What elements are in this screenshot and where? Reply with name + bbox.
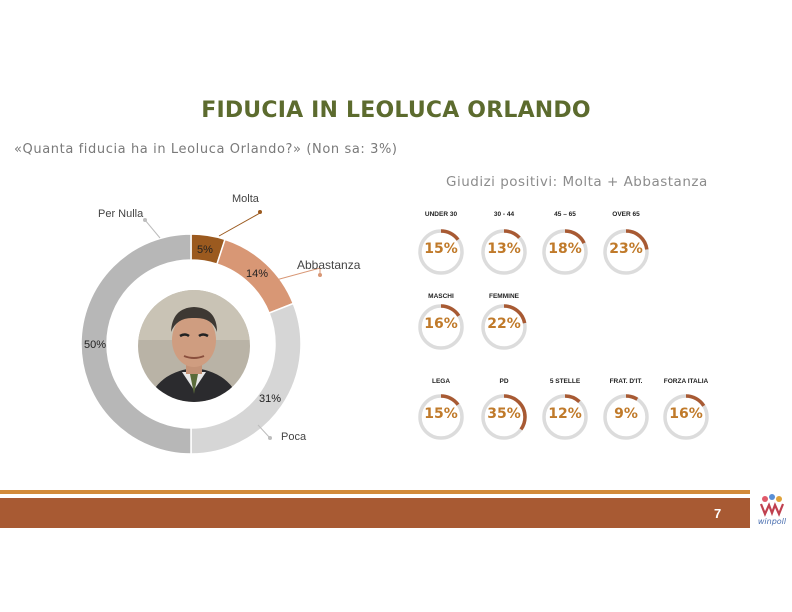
page-title: FIDUCIA IN LEOLUCA ORLANDO xyxy=(201,98,591,123)
gauge-fill-arc xyxy=(481,304,527,350)
leader-dot xyxy=(258,210,262,214)
leader-line xyxy=(218,212,261,237)
donut-value-label: 5% xyxy=(197,244,213,256)
gauge-fill-arc xyxy=(481,229,527,275)
gauge: 12% xyxy=(540,392,590,442)
donut-category-label: Per Nulla xyxy=(98,208,144,220)
gauge: 15% xyxy=(416,392,466,442)
gauge: 23% xyxy=(601,227,651,277)
gauge-value-label: 9% xyxy=(614,406,638,422)
gauge-category-label: LEGA xyxy=(431,378,451,385)
footer-bar xyxy=(0,498,750,528)
winpoll-logo: winpoll xyxy=(752,492,792,528)
gauge-fill-arc xyxy=(418,394,464,440)
gauge: 18% xyxy=(540,227,590,277)
gauge-category-label: 30 - 44 xyxy=(493,211,515,218)
portrait-photo xyxy=(138,290,250,402)
gauge-value-label: 16% xyxy=(424,316,458,332)
leader-line xyxy=(144,219,161,239)
gauge-category-label: FORZA ITALIA xyxy=(663,378,709,385)
gauge-value-label: 13% xyxy=(487,241,521,257)
gauge-category-label: 5 STELLE xyxy=(549,378,581,385)
gauge-value-label: 18% xyxy=(548,241,582,257)
leader-dot xyxy=(318,273,322,277)
gauge-fill-arc xyxy=(481,394,527,440)
gauge-fill-arc xyxy=(418,304,464,350)
leader-line xyxy=(257,424,271,439)
gauge: 15% xyxy=(416,227,466,277)
gauge-category-label: FEMMINE xyxy=(489,293,519,300)
gauge: 16% xyxy=(661,392,711,442)
donut-category-label: Poca xyxy=(281,431,307,443)
donut-value-label: 14% xyxy=(246,268,269,280)
positive-ratings-heading: Giudizi positivi: Molta + Abbastanza xyxy=(446,174,708,190)
donut-value-label: 50% xyxy=(84,339,107,351)
gauge-category-label: FRAT. D'IT. xyxy=(609,378,643,385)
question-subtitle: «Quanta fiducia ha in Leoluca Orlando?» … xyxy=(14,142,398,157)
gauge-value-label: 15% xyxy=(424,406,458,422)
footer-line xyxy=(0,490,750,494)
gauge-fill-arc xyxy=(603,229,649,275)
gauge: 16% xyxy=(416,302,466,352)
gauge-fill-arc xyxy=(663,394,709,440)
gauge-category-label: 45 – 65 xyxy=(554,211,576,218)
donut-category-label: Abbastanza xyxy=(297,258,361,272)
gauge-fill-arc xyxy=(542,394,588,440)
gauge-value-label: 35% xyxy=(487,406,521,422)
gauge-value-label: 12% xyxy=(548,406,582,422)
gauge-category-label: MASCHI xyxy=(428,293,454,300)
gauge-category-label: OVER 65 xyxy=(612,211,640,218)
gauge: 13% xyxy=(479,227,529,277)
gauge-value-label: 22% xyxy=(487,316,521,332)
leader-line xyxy=(275,267,321,281)
gauge-value-label: 16% xyxy=(669,406,703,422)
leader-dot xyxy=(268,436,272,440)
gauge: 22% xyxy=(479,302,529,352)
gauge-value-label: 23% xyxy=(609,241,643,257)
donut-category-label: Molta xyxy=(232,193,259,205)
gauge-category-label: UNDER 30 xyxy=(424,211,458,218)
leader-dot xyxy=(143,218,147,222)
donut-value-label: 31% xyxy=(259,393,282,405)
page-number: 7 xyxy=(714,506,722,521)
gauge: 35% xyxy=(479,392,529,442)
gauge-value-label: 15% xyxy=(424,241,458,257)
gauge-fill-arc xyxy=(418,229,464,275)
gauge-fill-arc xyxy=(542,229,588,275)
gauge: 9% xyxy=(601,392,651,442)
gauge-fill-arc xyxy=(603,394,649,440)
svg-text:winpoll: winpoll xyxy=(758,517,787,526)
gauge-category-label: PD xyxy=(499,378,509,385)
